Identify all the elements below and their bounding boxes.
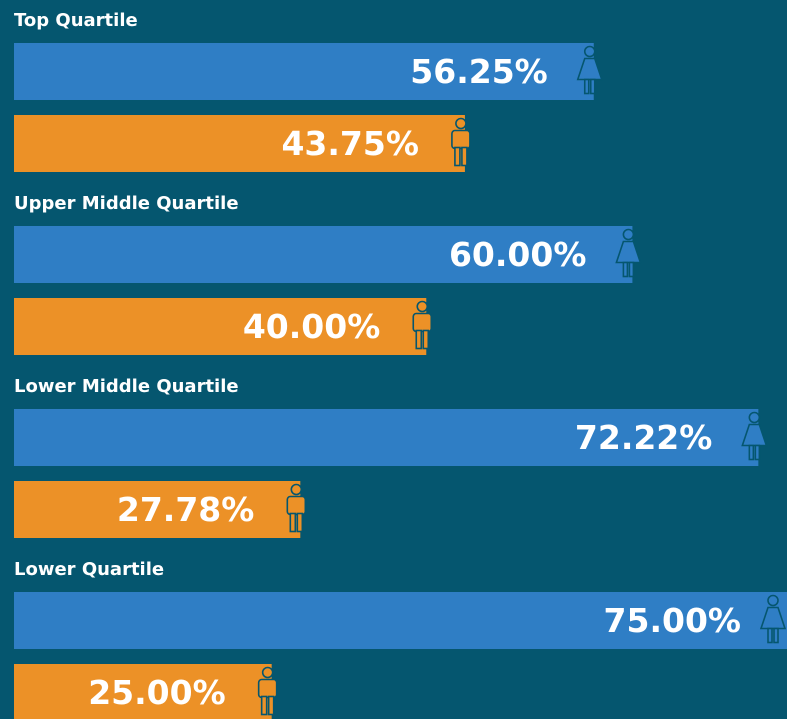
value-label: 72.22% bbox=[575, 418, 712, 457]
icon-body bbox=[741, 423, 768, 447]
icon-leg bbox=[583, 78, 590, 95]
icon-leg bbox=[628, 261, 635, 278]
icon-leg bbox=[748, 444, 755, 461]
icon-leg bbox=[589, 78, 596, 95]
value-label: 43.75% bbox=[281, 124, 418, 163]
icon-leg bbox=[754, 444, 761, 461]
icon-body bbox=[412, 312, 433, 333]
male-icon bbox=[257, 666, 278, 716]
icon-leg bbox=[767, 627, 773, 644]
female-icon bbox=[615, 228, 642, 278]
icon-leg bbox=[622, 261, 629, 278]
icon-leg bbox=[267, 695, 275, 716]
value-label: 25.00% bbox=[88, 673, 225, 712]
bar bbox=[14, 298, 427, 355]
male-icon bbox=[451, 117, 471, 167]
icon-leg bbox=[260, 695, 268, 716]
icon-body bbox=[257, 678, 278, 699]
bar bbox=[14, 592, 787, 649]
icon-head bbox=[748, 411, 761, 424]
icon-body bbox=[615, 240, 642, 264]
icon-head bbox=[290, 483, 303, 496]
bar bbox=[14, 481, 301, 538]
icon-leg bbox=[454, 146, 461, 167]
icon-leg bbox=[289, 512, 297, 533]
icon-leg bbox=[461, 146, 468, 167]
female-icon bbox=[741, 411, 768, 461]
icon-body bbox=[576, 57, 603, 81]
bar bbox=[14, 43, 594, 100]
category-label: Lower Middle Quartile bbox=[14, 376, 239, 397]
icon-leg bbox=[296, 512, 304, 533]
icon-leg bbox=[415, 329, 423, 350]
female-icon bbox=[576, 45, 603, 95]
value-label: 60.00% bbox=[449, 235, 586, 274]
icon-head bbox=[767, 594, 779, 607]
value-label: 40.00% bbox=[243, 307, 380, 346]
category-label: Top Quartile bbox=[14, 10, 138, 31]
bar bbox=[14, 226, 633, 283]
bar bbox=[14, 115, 465, 172]
icon-leg bbox=[773, 627, 779, 644]
icon-body bbox=[451, 129, 471, 150]
bar bbox=[14, 409, 759, 466]
icon-head bbox=[455, 117, 467, 130]
category-label: Upper Middle Quartile bbox=[14, 193, 239, 214]
category-label: Lower Quartile bbox=[14, 559, 164, 580]
icon-body bbox=[759, 606, 787, 630]
icon-head bbox=[622, 228, 635, 241]
icon-head bbox=[416, 300, 429, 313]
icon-head bbox=[261, 666, 274, 679]
bar bbox=[14, 664, 272, 719]
icon-head bbox=[583, 45, 596, 58]
icon-leg bbox=[422, 329, 430, 350]
female-icon bbox=[759, 594, 787, 644]
value-label: 27.78% bbox=[117, 490, 254, 529]
male-icon bbox=[412, 300, 433, 350]
male-icon bbox=[286, 483, 307, 533]
icon-body bbox=[286, 495, 307, 516]
value-label: 56.25% bbox=[410, 52, 547, 91]
value-label: 75.00% bbox=[604, 601, 741, 640]
